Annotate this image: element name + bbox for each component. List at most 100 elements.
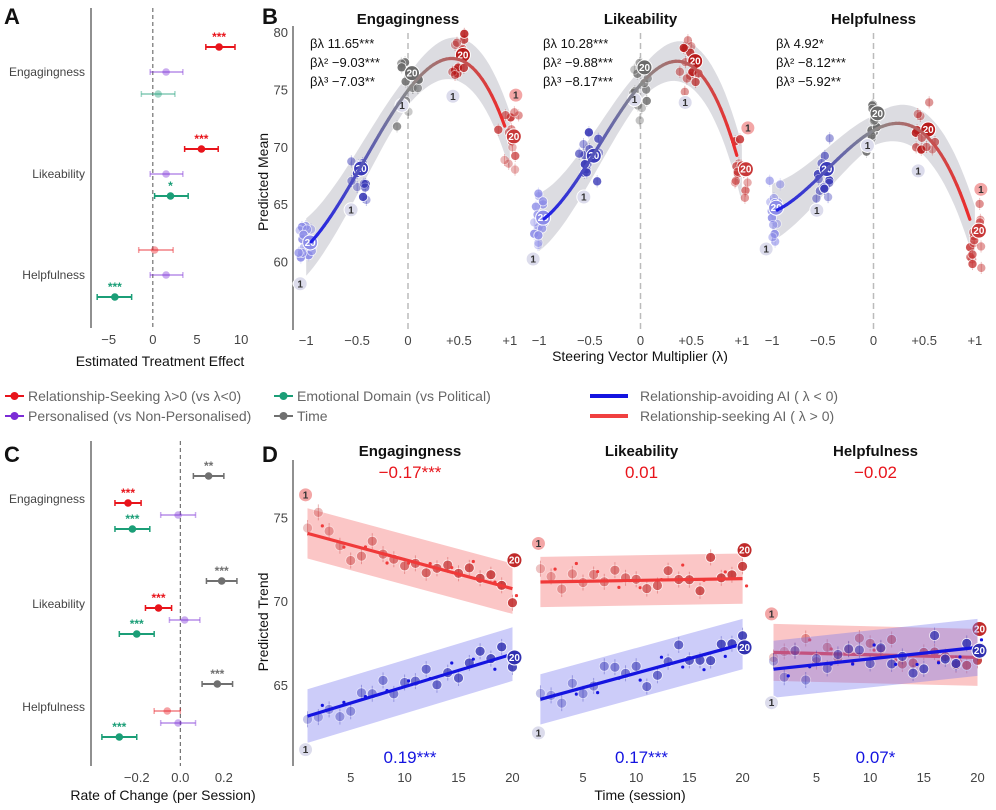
estimate-time-likeability xyxy=(217,577,226,585)
data-point xyxy=(775,179,786,190)
session-point-avoiding xyxy=(800,674,812,686)
facet-title: Engagingness xyxy=(359,443,462,460)
session-dot-avoiding xyxy=(681,665,685,669)
estimate-personalised-engagingness xyxy=(174,511,182,519)
data-point xyxy=(447,66,458,77)
session-1-label-avoiding: 1 xyxy=(769,698,775,709)
data-point xyxy=(459,28,470,39)
session-point-avoiding xyxy=(918,663,930,675)
data-point xyxy=(636,103,647,114)
fitted-curve-segment xyxy=(725,123,732,137)
session-dot-seeking xyxy=(514,593,519,598)
facet-helpfulness: Helpfulness βλ 4.92* βλ² −8.12*** βλ³ −5.92… xyxy=(758,11,989,348)
session-20-marker-seeking xyxy=(971,620,988,637)
panel-c-xlabel: Rate of Change (per Session) xyxy=(70,787,255,803)
data-point xyxy=(513,110,524,121)
session-dot-seeking xyxy=(872,648,876,652)
slope-label-seeking: −0.02 xyxy=(854,463,897,482)
x-tick-label: 20 xyxy=(505,770,519,785)
session-20-marker-avoiding xyxy=(506,649,523,666)
session-point-avoiding xyxy=(356,687,367,699)
session-20-label: 20 xyxy=(508,132,520,143)
panel-letter-c: C xyxy=(4,442,20,467)
session-dot-seeking xyxy=(471,559,475,564)
x-tick-label: −1 xyxy=(765,333,780,348)
data-point xyxy=(358,178,369,189)
x-tick-label: +1 xyxy=(502,333,517,348)
estimate-emotional-helpfulness xyxy=(115,733,124,741)
session-1-marker xyxy=(973,181,989,197)
x-tick-label: 5 xyxy=(813,770,820,785)
stars-relationship-seeking-engagingness: *** xyxy=(121,486,135,500)
session-point-avoiding xyxy=(778,671,790,683)
session-dot-avoiding xyxy=(407,679,411,683)
data-point xyxy=(742,177,753,188)
session-dot-avoiding xyxy=(702,668,706,672)
x-tick-label: 20 xyxy=(735,770,749,785)
estimate-relationship-seeking-likeability xyxy=(154,604,163,612)
session-1-marker xyxy=(576,189,592,205)
data-point xyxy=(739,192,750,203)
session-1-label: 1 xyxy=(763,245,769,256)
data-point xyxy=(592,176,603,187)
data-point xyxy=(674,66,685,77)
x-tick-label: 0.0 xyxy=(171,770,189,785)
estimate-relationship-seeking-helpfulness xyxy=(163,707,172,715)
data-point xyxy=(451,37,462,48)
data-point xyxy=(641,95,652,106)
slope-label-seeking: −0.17*** xyxy=(379,463,442,482)
category-label-helpfulness: Helpfulness xyxy=(22,268,85,282)
session-point-avoiding xyxy=(474,645,486,657)
session-1-marker-avoiding xyxy=(764,695,780,711)
session-dot-seeking xyxy=(681,563,685,567)
session-1-label: 1 xyxy=(632,95,638,106)
beta-coefficient: βλ³ −7.03** xyxy=(310,74,375,89)
session-20-label: 20 xyxy=(973,226,985,237)
session-point-avoiding xyxy=(875,642,887,654)
beta-coefficient: βλ 10.28*** xyxy=(543,36,608,51)
panel-d-xlabel: Time (session) xyxy=(594,787,685,803)
session-20-label: 20 xyxy=(740,165,752,176)
session-1-label: 1 xyxy=(399,101,405,112)
category-label-engagingness: Engagingness xyxy=(9,65,85,79)
slope-label-avoiding: 0.07* xyxy=(856,748,896,767)
data-point xyxy=(967,249,978,260)
session-point-avoiding xyxy=(334,711,346,722)
session-point-seeking xyxy=(705,551,717,563)
facet-title: Engagingness xyxy=(357,11,460,28)
session-1-marker xyxy=(740,120,756,136)
session-dot-seeking xyxy=(829,647,833,651)
session-point-avoiding xyxy=(832,649,844,660)
session-point-seeking xyxy=(609,564,621,576)
panel-a-xlabel: Estimated Treatment Effect xyxy=(76,353,245,369)
estimate-relationship-seeking-engagingness xyxy=(124,499,132,507)
data-point xyxy=(533,240,544,251)
y-tick-label: 70 xyxy=(274,140,288,155)
panel-a-coefficients: −5 0 5 10 Engagingness Likeability Helpfulness… xyxy=(9,8,248,347)
x-tick-label: 0 xyxy=(149,332,156,347)
legend-item-seeking-ai: Relationship-seeking AI ( λ > 0) xyxy=(590,408,834,424)
session-point-seeking xyxy=(507,597,518,609)
session-point-avoiding xyxy=(453,672,464,684)
x-tick-label: −0.5 xyxy=(577,333,603,348)
beta-coefficient: βλ³ −8.17*** xyxy=(543,74,613,89)
estimate-personalised-likeability xyxy=(180,616,189,624)
x-tick-label: 20 xyxy=(970,770,984,785)
session-1-marker xyxy=(677,94,693,110)
session-point-avoiding xyxy=(950,658,962,669)
session-dot-seeking xyxy=(385,561,389,565)
fitted-curve-segment xyxy=(728,132,736,147)
facet-title: Likeability xyxy=(605,443,679,460)
session-point-avoiding xyxy=(345,705,357,717)
data-point xyxy=(734,134,745,145)
session-point-avoiding xyxy=(652,669,663,681)
facet-engagingness: Engagingness βλ 11.65*** βλ² −9.03*** βλ³ −… xyxy=(292,11,524,348)
data-point xyxy=(768,219,779,230)
session-20-label-seeking: 20 xyxy=(509,556,521,567)
x-tick-label: 10 xyxy=(234,332,248,347)
legend-swatch-emotional xyxy=(279,392,288,400)
x-tick-label: 15 xyxy=(917,770,931,785)
legend-swatch-personalised xyxy=(10,412,19,420)
stars-relationship-seeking-likeability: *** xyxy=(152,591,166,605)
